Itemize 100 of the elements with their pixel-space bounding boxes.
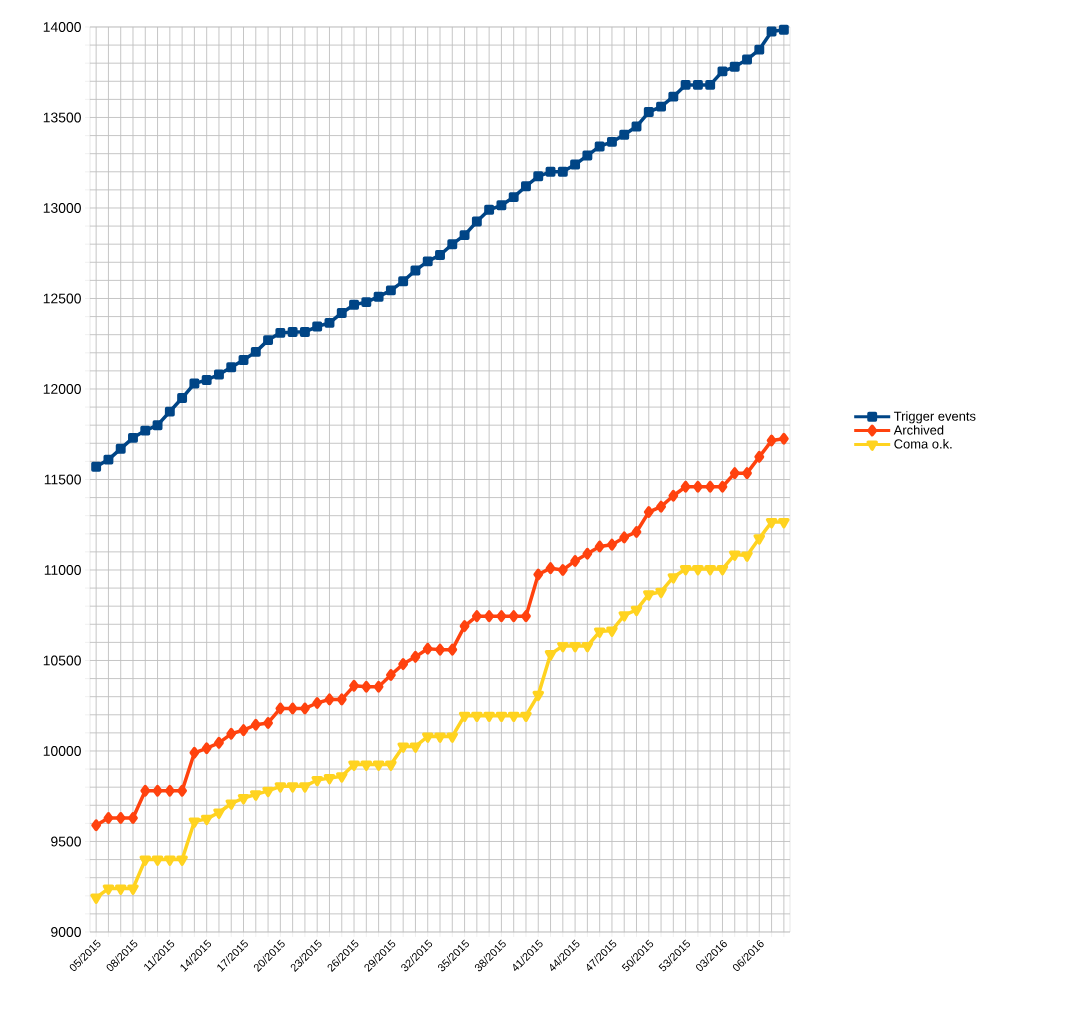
point bbox=[275, 327, 286, 338]
point bbox=[570, 159, 581, 170]
y-tick-label: 10500 bbox=[43, 655, 81, 666]
point bbox=[312, 321, 323, 332]
point bbox=[421, 732, 434, 743]
point bbox=[115, 812, 126, 824]
point bbox=[435, 250, 445, 260]
point bbox=[459, 230, 470, 241]
point bbox=[90, 893, 102, 904]
point bbox=[91, 819, 102, 832]
point bbox=[471, 610, 482, 623]
point bbox=[692, 79, 703, 90]
point bbox=[287, 702, 298, 715]
point bbox=[349, 299, 359, 310]
point bbox=[250, 790, 262, 801]
point bbox=[127, 884, 139, 895]
point bbox=[778, 24, 789, 35]
point bbox=[139, 855, 151, 866]
point bbox=[483, 711, 495, 723]
y-tick-label: 11000 bbox=[44, 565, 81, 575]
point bbox=[151, 855, 164, 866]
point bbox=[409, 742, 422, 753]
point bbox=[680, 79, 691, 90]
point bbox=[458, 711, 471, 723]
point bbox=[324, 317, 335, 328]
point bbox=[128, 432, 138, 443]
point bbox=[520, 711, 532, 723]
point bbox=[189, 746, 200, 759]
point bbox=[177, 393, 188, 403]
point bbox=[115, 443, 126, 454]
y-tick-label: 11500 bbox=[44, 474, 81, 485]
point bbox=[521, 610, 531, 623]
point bbox=[484, 204, 495, 215]
y-tick-label: 9000 bbox=[51, 927, 81, 937]
point bbox=[214, 369, 224, 380]
point bbox=[226, 727, 237, 740]
point bbox=[128, 812, 138, 824]
point bbox=[545, 166, 556, 177]
point bbox=[323, 774, 336, 785]
point bbox=[705, 79, 716, 90]
legend-label: Archived bbox=[893, 425, 944, 435]
point bbox=[188, 817, 201, 828]
point bbox=[496, 610, 507, 623]
point bbox=[631, 121, 642, 132]
point bbox=[619, 531, 630, 544]
point bbox=[619, 129, 630, 140]
point bbox=[533, 568, 544, 581]
point bbox=[164, 855, 176, 866]
y-tick-label: 12500 bbox=[43, 293, 81, 304]
point bbox=[544, 650, 557, 661]
point bbox=[336, 693, 347, 706]
point bbox=[238, 355, 249, 365]
y-tick-label: 14000 bbox=[43, 22, 81, 32]
point bbox=[484, 610, 495, 623]
legend-label: Coma o.k. bbox=[894, 439, 952, 449]
point bbox=[693, 480, 703, 493]
point bbox=[667, 573, 680, 584]
point bbox=[422, 642, 433, 655]
point bbox=[508, 192, 519, 203]
point bbox=[680, 480, 691, 493]
point bbox=[557, 641, 569, 653]
point bbox=[287, 327, 298, 337]
y-tick-label: 12000 bbox=[43, 384, 81, 394]
y-tick-label: 13000 bbox=[43, 203, 81, 213]
point bbox=[716, 565, 729, 576]
point bbox=[618, 611, 630, 622]
point bbox=[582, 150, 593, 161]
point bbox=[262, 786, 274, 798]
point bbox=[754, 450, 765, 463]
point bbox=[299, 782, 311, 793]
point bbox=[766, 26, 777, 37]
point bbox=[471, 711, 483, 723]
point bbox=[226, 362, 237, 373]
point bbox=[631, 526, 642, 538]
point bbox=[656, 101, 667, 112]
point bbox=[729, 467, 740, 480]
point bbox=[164, 406, 175, 417]
point bbox=[237, 794, 250, 805]
point bbox=[114, 884, 127, 895]
point bbox=[238, 724, 249, 737]
point bbox=[300, 702, 310, 715]
point bbox=[446, 732, 459, 743]
point bbox=[594, 141, 605, 152]
point bbox=[607, 538, 617, 551]
point bbox=[778, 517, 790, 529]
point bbox=[103, 812, 114, 824]
point bbox=[606, 626, 618, 637]
point bbox=[349, 679, 359, 692]
point bbox=[594, 540, 605, 553]
point bbox=[545, 562, 556, 575]
point bbox=[385, 760, 397, 771]
point bbox=[275, 702, 286, 715]
point bbox=[140, 425, 151, 436]
point bbox=[459, 620, 470, 633]
point bbox=[164, 784, 175, 797]
point bbox=[471, 216, 482, 227]
point bbox=[753, 534, 766, 545]
point bbox=[225, 799, 237, 810]
point bbox=[532, 690, 544, 702]
point bbox=[102, 884, 115, 895]
